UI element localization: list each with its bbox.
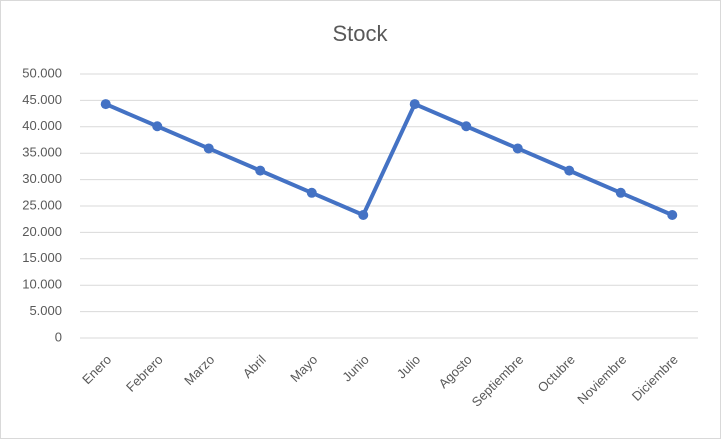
y-tick-label: 30.000 — [22, 171, 62, 186]
point — [358, 209, 369, 220]
point — [667, 209, 678, 220]
y-tick-label: 40.000 — [22, 118, 62, 133]
y-tick-label: 15.000 — [22, 250, 62, 265]
line — [104, 102, 674, 217]
y-tick-label: 35.000 — [22, 145, 62, 160]
point — [152, 121, 163, 132]
chart-title: Stock — [332, 21, 388, 46]
y-tick-label: 45.000 — [22, 92, 62, 107]
point — [461, 121, 472, 132]
point — [203, 143, 214, 154]
y-tick-label: 25.000 — [22, 197, 62, 212]
point — [255, 165, 266, 176]
point — [100, 99, 111, 110]
y-tick-label: 0 — [55, 329, 62, 344]
y-tick-label: 5.000 — [29, 303, 62, 318]
point — [564, 165, 575, 176]
point — [306, 187, 317, 198]
point — [409, 99, 420, 110]
y-tick-label: 20.000 — [22, 224, 62, 239]
y-tick-label: 10.000 — [22, 277, 62, 292]
point — [615, 187, 626, 198]
point — [512, 143, 523, 154]
y-tick-label: 50.000 — [22, 65, 62, 80]
